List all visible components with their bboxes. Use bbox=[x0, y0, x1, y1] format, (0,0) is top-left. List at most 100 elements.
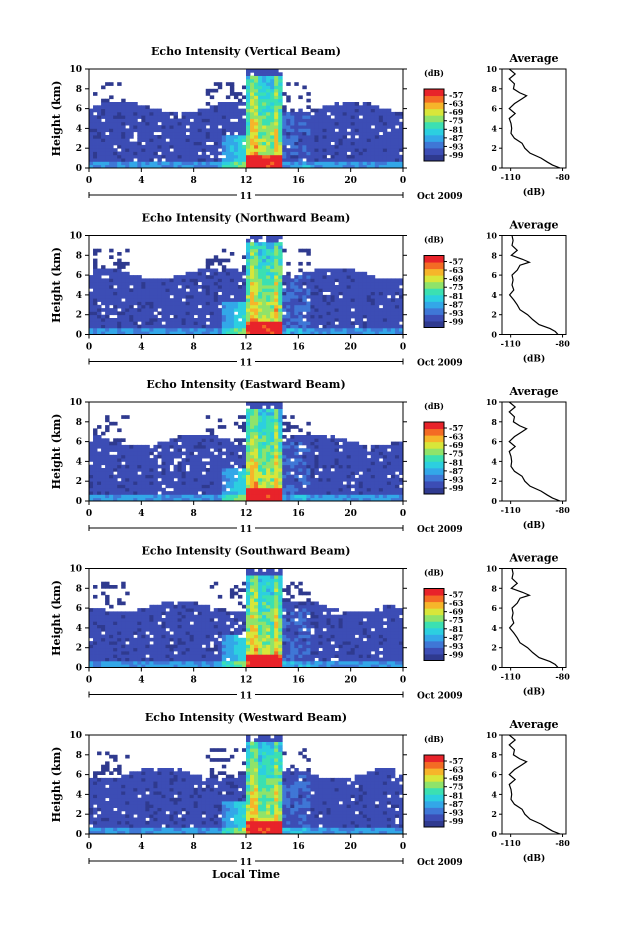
heatmap-cell bbox=[270, 275, 274, 279]
heatmap-cell bbox=[266, 125, 270, 129]
heatmap-cell bbox=[371, 135, 375, 139]
heatmap-cell bbox=[363, 468, 367, 472]
heatmap-cell bbox=[137, 478, 141, 482]
heatmap-cell bbox=[270, 455, 274, 459]
heatmap-cell bbox=[286, 325, 290, 329]
heatmap-cell bbox=[254, 76, 258, 80]
heatmap-cell bbox=[89, 494, 93, 498]
heatmap-cell bbox=[246, 409, 250, 413]
heatmap-cell bbox=[367, 471, 371, 475]
heatmap-cell bbox=[359, 494, 363, 498]
heatmap-cell bbox=[306, 452, 310, 456]
heatmap-cell bbox=[262, 72, 266, 76]
heatmap-cell bbox=[294, 161, 298, 165]
heatmap-cell bbox=[318, 109, 322, 113]
heatmap-cell bbox=[174, 119, 178, 123]
heatmap-cell bbox=[194, 438, 198, 442]
heatmap-cell bbox=[117, 288, 121, 292]
heatmap-cell bbox=[322, 468, 326, 472]
heatmap-cell bbox=[266, 155, 270, 159]
heatmap-cell bbox=[198, 148, 202, 152]
heatmap-cell bbox=[278, 318, 282, 322]
heatmap-cell bbox=[234, 478, 238, 482]
heatmap-cell bbox=[318, 158, 322, 162]
heatmap-cell bbox=[250, 405, 254, 409]
heatmap-cell bbox=[190, 461, 194, 465]
heatmap-cell bbox=[133, 452, 137, 456]
heatmap-cell bbox=[242, 109, 246, 113]
colorbar-unit: (dB) bbox=[424, 68, 444, 78]
heatmap-cell bbox=[379, 138, 383, 142]
heatmap-cell bbox=[186, 442, 190, 446]
heatmap-cell bbox=[278, 419, 282, 423]
heatmap-cell bbox=[190, 302, 194, 306]
heatmap-cell bbox=[351, 269, 355, 273]
heatmap-cell bbox=[278, 435, 282, 439]
heatmap-cell bbox=[101, 158, 105, 162]
heatmap-cell bbox=[194, 461, 198, 465]
heatmap-cell bbox=[322, 295, 326, 299]
heatmap-cell bbox=[282, 435, 286, 439]
heatmap-cell bbox=[282, 125, 286, 129]
heatmap-cell bbox=[318, 442, 322, 446]
heatmap-cell bbox=[161, 288, 165, 292]
heatmap-cell bbox=[186, 328, 190, 332]
heatmap-cell bbox=[153, 318, 157, 322]
heatmap-cell bbox=[226, 155, 230, 159]
heatmap-cell bbox=[198, 458, 202, 462]
heatmap-cell bbox=[339, 298, 343, 302]
heatmap-cell bbox=[149, 119, 153, 123]
heatmap-cell bbox=[331, 288, 335, 292]
heatmap-cell bbox=[198, 435, 202, 439]
heatmap-cell bbox=[274, 491, 278, 495]
heatmap-cell bbox=[129, 305, 133, 309]
heatmap-cell bbox=[117, 122, 121, 126]
heatmap-cell bbox=[278, 485, 282, 489]
heatmap-cell bbox=[141, 295, 145, 299]
heatmap-cell bbox=[242, 132, 246, 136]
heatmap-cell bbox=[282, 481, 286, 485]
heatmap-cell bbox=[262, 481, 266, 485]
heatmap-cell bbox=[109, 155, 113, 159]
heatmap-cell bbox=[117, 491, 121, 495]
heatmap-cell bbox=[202, 135, 206, 139]
heatmap-cell bbox=[222, 295, 226, 299]
heatmap-cell bbox=[367, 155, 371, 159]
heatmap-cell bbox=[294, 442, 298, 446]
heatmap-cell bbox=[202, 475, 206, 479]
heatmap-cell bbox=[262, 438, 266, 442]
heatmap-cell bbox=[322, 321, 326, 325]
heatmap-cell bbox=[194, 325, 198, 329]
heatmap-cell bbox=[214, 278, 218, 282]
heatmap-cell bbox=[113, 105, 117, 109]
heatmap-cell bbox=[113, 125, 117, 129]
heatmap-cell bbox=[238, 448, 242, 452]
heatmap-cell bbox=[306, 275, 310, 279]
heatmap-cell bbox=[347, 122, 351, 126]
heatmap-cell bbox=[97, 295, 101, 299]
heatmap-cell bbox=[97, 644, 101, 648]
heatmap-cell bbox=[97, 152, 101, 156]
heatmap-cell bbox=[383, 109, 387, 113]
heatmap-cell bbox=[93, 448, 97, 452]
heatmap-cell bbox=[101, 128, 105, 132]
heatmap-cell bbox=[97, 494, 101, 498]
heatmap-cell bbox=[242, 468, 246, 472]
heatmap-cell bbox=[101, 658, 105, 662]
heatmap-cell bbox=[89, 132, 93, 136]
heatmap-cell bbox=[343, 438, 347, 442]
heatmap-cell bbox=[250, 282, 254, 286]
heatmap-cell bbox=[121, 128, 125, 132]
heatmap-cell bbox=[190, 288, 194, 292]
heatmap-cell bbox=[246, 478, 250, 482]
heatmap-cell bbox=[395, 494, 399, 498]
heatmap-cell bbox=[246, 325, 250, 329]
heatmap-cell bbox=[121, 485, 125, 489]
heatmap-cell bbox=[302, 155, 306, 159]
heatmap-cell bbox=[395, 321, 399, 325]
heatmap-cell bbox=[129, 275, 133, 279]
heatmap-cell bbox=[242, 415, 246, 419]
heatmap-cell bbox=[250, 132, 254, 136]
heatmap-cell bbox=[210, 275, 214, 279]
heatmap-cell bbox=[246, 278, 250, 282]
